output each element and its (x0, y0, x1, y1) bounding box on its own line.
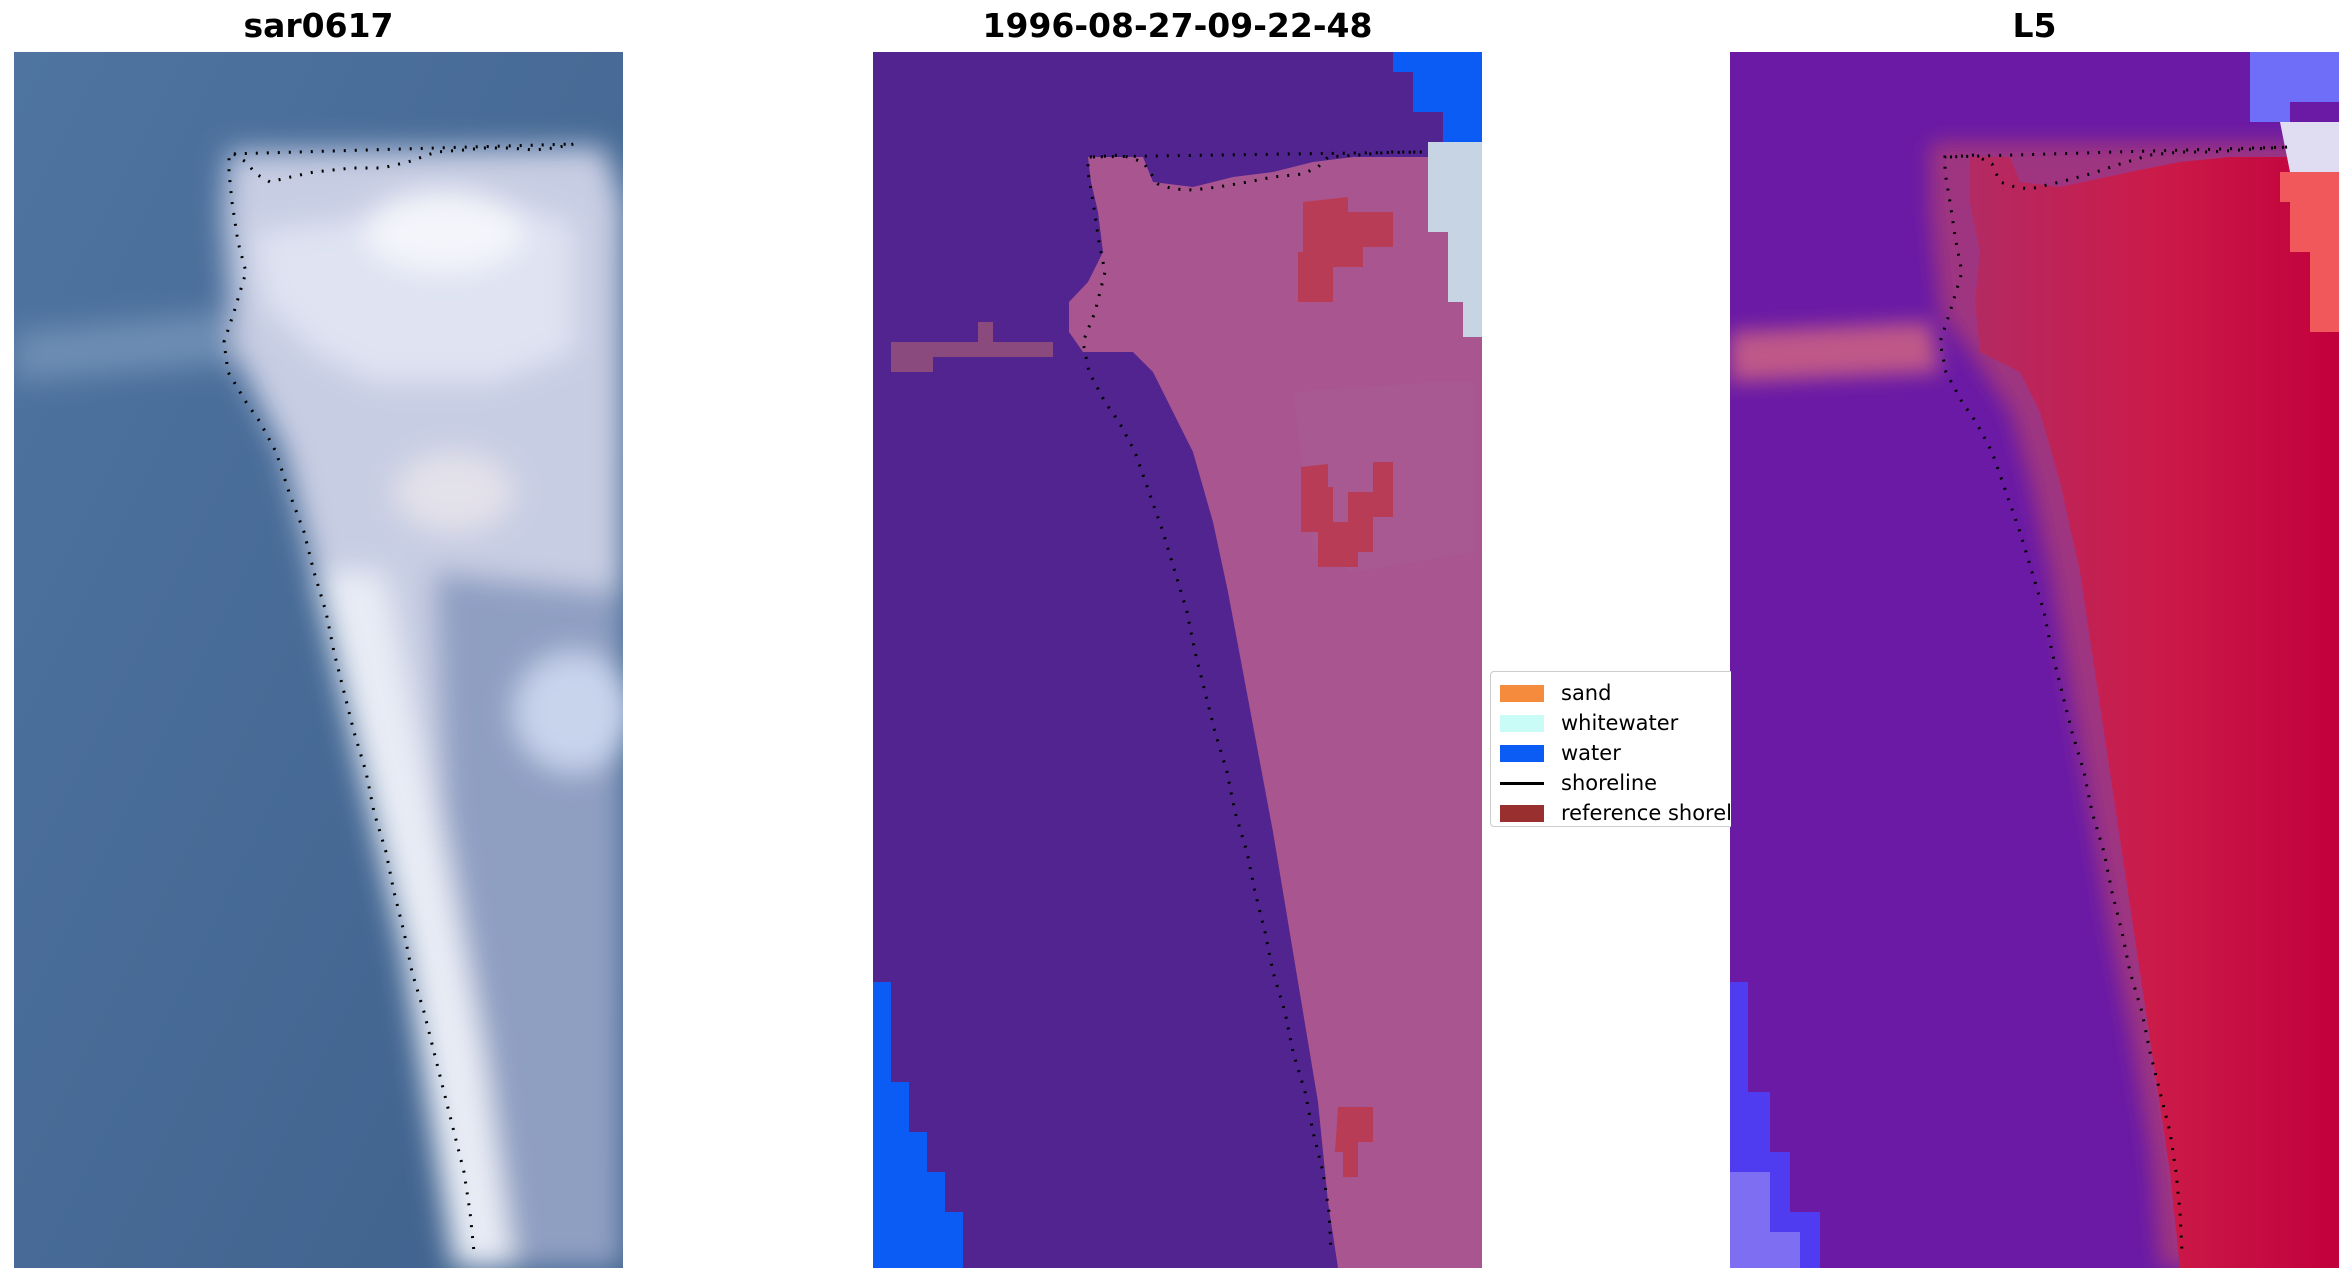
legend-swatch-whitewater (1500, 714, 1544, 732)
legend-swatch-reference-shoreline (1500, 804, 1544, 822)
mndwi-panel (1730, 52, 2339, 1268)
mndwi-low-corner (1730, 982, 1820, 1268)
panel-title-rgb: sar0617 (243, 6, 394, 45)
classification-image (873, 52, 1482, 1268)
legend-label: reference shoreline (1561, 801, 1731, 825)
sand-class-areas (1298, 197, 1393, 1177)
spit-landform (14, 147, 623, 1268)
rgb-image-panel (14, 52, 623, 1268)
legend-item-reference-shoreline: reference shoreline (1500, 800, 1731, 826)
water-class-areas (873, 52, 1482, 1268)
legend: sand whitewater water shoreline referenc… (1490, 671, 1731, 827)
panel-title-mndwi: L5 (2012, 6, 2057, 45)
legend-label: water (1561, 741, 1621, 765)
legend-item-whitewater: whitewater (1500, 710, 1678, 736)
panel-title-classification: 1996-08-27-09-22-48 (982, 6, 1373, 45)
legend-item-water: water (1500, 740, 1621, 766)
legend-item-shoreline: shoreline (1500, 770, 1657, 796)
legend-swatch-sand (1500, 684, 1544, 702)
whitewater-class-area (1428, 142, 1482, 337)
legend-label: whitewater (1561, 711, 1679, 735)
mndwi-land-area (1970, 152, 2339, 1268)
classification-panel (873, 52, 1482, 1268)
shoreline-contour (222, 142, 575, 1253)
legend-swatch-water (1500, 744, 1544, 762)
legend-item-sand: sand (1500, 680, 1611, 706)
legend-label: shoreline (1561, 771, 1658, 795)
rgb-image (14, 52, 623, 1268)
legend-label: sand (1561, 681, 1612, 705)
mndwi-image (1730, 52, 2339, 1268)
mndwi-bright-corner (2250, 52, 2339, 332)
legend-line-shoreline (1500, 781, 1544, 785)
